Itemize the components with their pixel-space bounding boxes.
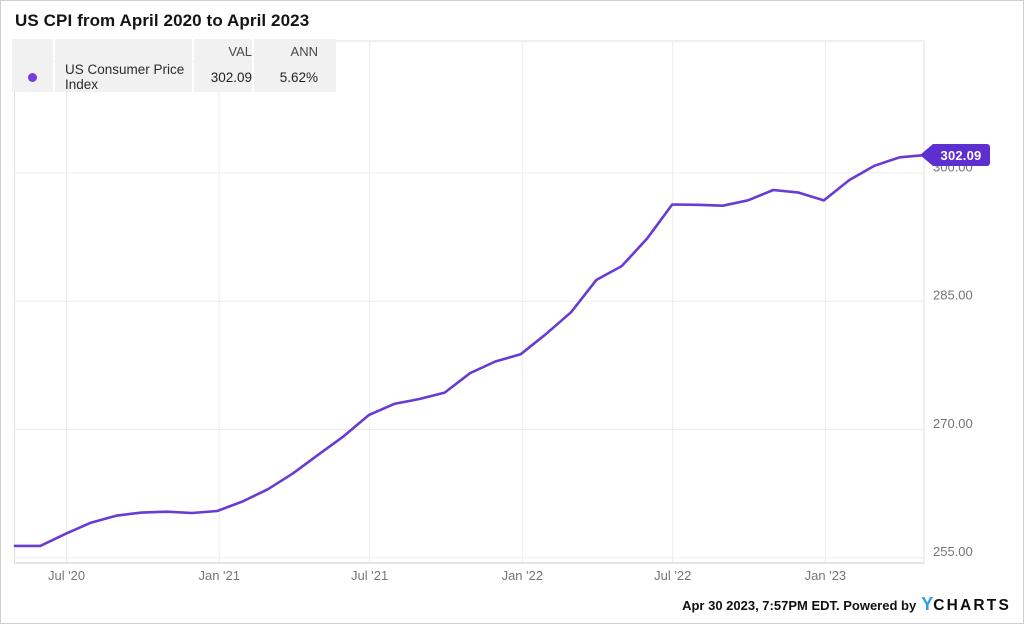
x-tick-label: Jan '21: [198, 568, 240, 583]
ycharts-logo-y: Y: [921, 594, 934, 614]
series-ann: 5.62%: [279, 69, 318, 85]
ycharts-logo-charts: CHARTS: [933, 597, 1011, 614]
series-val: 302.09: [194, 62, 254, 92]
x-tick-label: Jul '22: [654, 568, 691, 583]
legend-header-row: VAL ANN: [12, 39, 336, 62]
series-name-label: US Consumer Price Index: [55, 62, 194, 92]
x-tick-label: Jan '22: [502, 568, 544, 583]
plot-border: [14, 40, 925, 564]
legend-series-row[interactable]: US Consumer Price Index 302.09 5.62%: [12, 62, 336, 92]
legend-panel: VAL ANN US Consumer Price Index 302.09 5…: [12, 39, 336, 92]
cpi-line: [13, 153, 927, 548]
ycharts-logo[interactable]: Y CHARTS: [921, 594, 1011, 615]
chart-title: US CPI from April 2020 to April 2023: [15, 11, 310, 30]
legend-col-ann-header: ANN: [290, 44, 318, 59]
legend-header-dot-cell: [12, 39, 55, 61]
tag-value: 302.09: [932, 144, 990, 166]
legend-dot-cell: [12, 62, 55, 92]
y-tick-label: 255.00: [933, 544, 973, 559]
tag-arrow-icon: [920, 144, 933, 166]
footer-timestamp: Apr 30 2023, 7:57PM EDT. Powered by: [682, 598, 917, 613]
x-tick-label: Jul '20: [48, 568, 85, 583]
y-tick-label: 285.00: [933, 288, 973, 303]
x-tick-label: Jul '21: [351, 568, 388, 583]
legend-col-val-header: VAL: [194, 39, 254, 61]
last-value-tag: 302.09: [920, 144, 990, 166]
x-tick-label: Jan '23: [805, 568, 847, 583]
chart-footer: Apr 30 2023, 7:57PM EDT. Powered by Y CHA…: [682, 594, 1011, 615]
y-tick-label: 270.00: [933, 416, 973, 431]
legend-header-name-cell: [55, 39, 194, 61]
series-color-dot: [28, 72, 37, 82]
